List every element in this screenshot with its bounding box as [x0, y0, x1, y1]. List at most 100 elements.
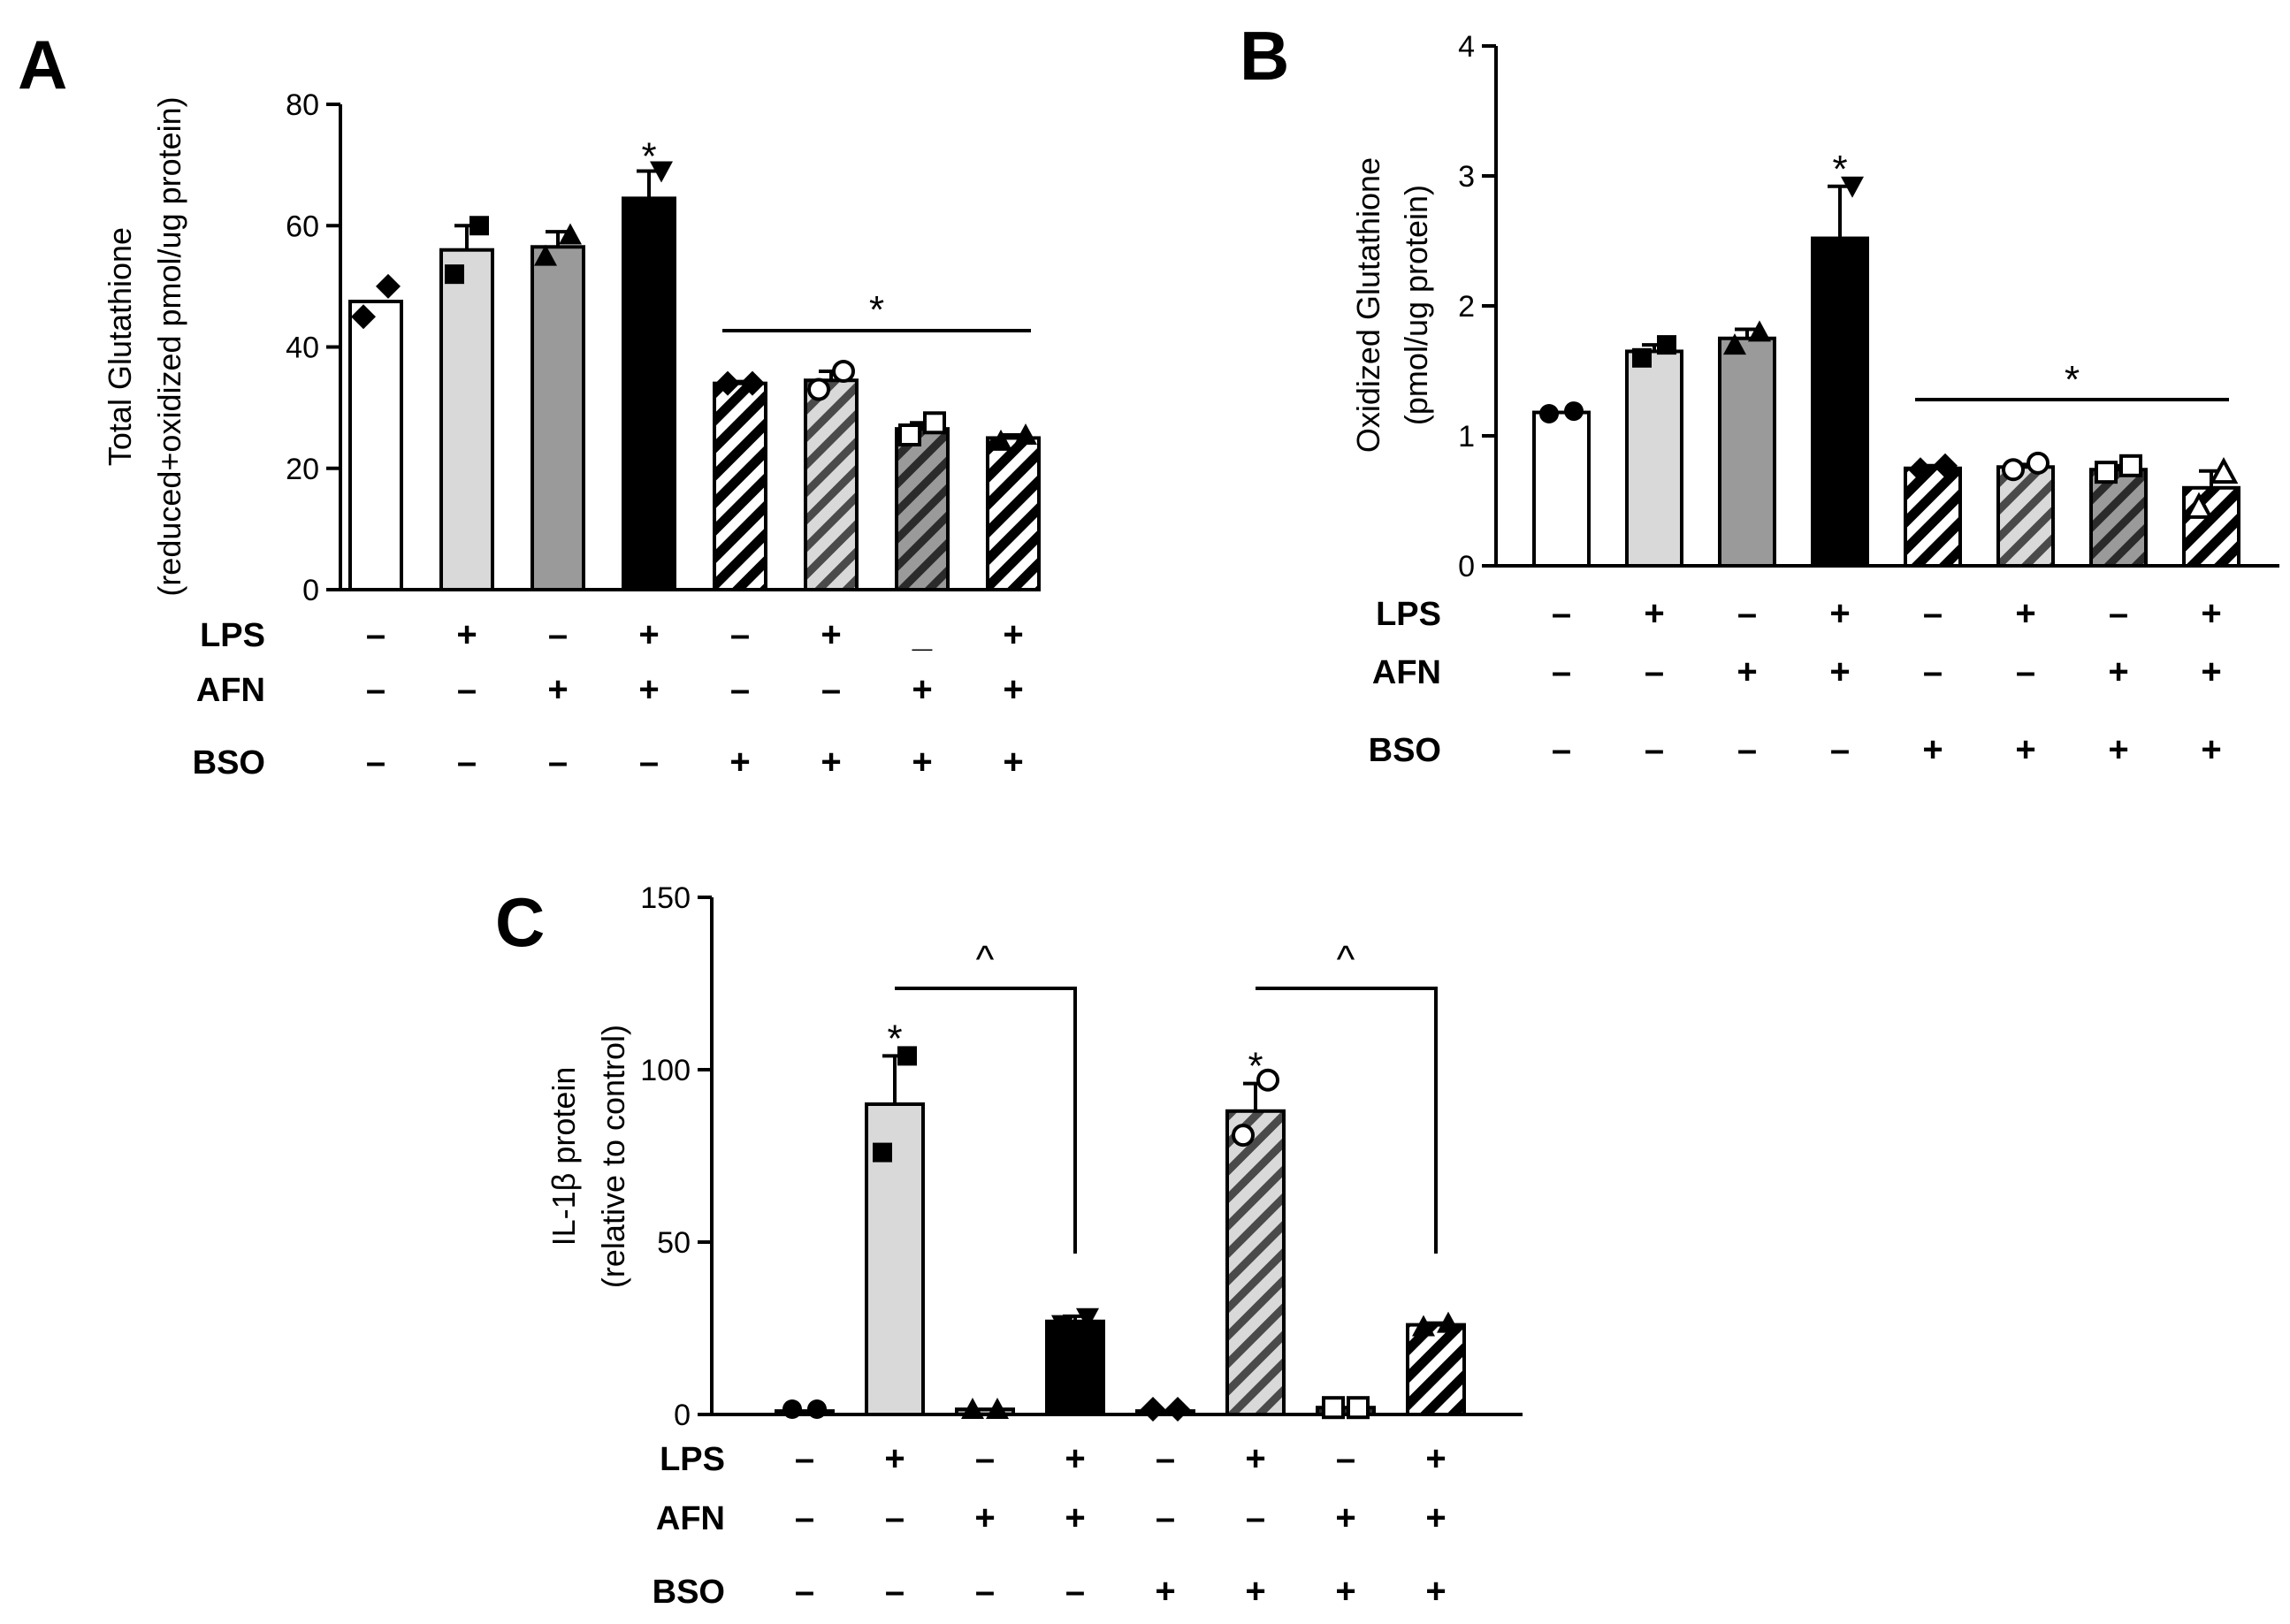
panel-a-bar	[713, 381, 767, 591]
panel-c-ytick-label: 0	[674, 1399, 691, 1432]
panel-c-treatment-sign: –	[1065, 1572, 1085, 1611]
panel-b-data-point	[1933, 453, 1958, 478]
panel-a-data-point	[740, 370, 765, 396]
panel-c-treatment-sign: +	[1335, 1498, 1355, 1537]
panel-b-data-point	[2095, 461, 2118, 484]
panel-a-ytick-label: 80	[286, 88, 319, 122]
panel-c-treatment-sign: +	[884, 1439, 905, 1478]
panel-c-treatment-sign: +	[1155, 1572, 1175, 1611]
panel-a-letter: A	[18, 26, 67, 103]
panel-a-bar	[804, 378, 859, 591]
panel-b-treatment-sign: –	[1552, 652, 1571, 691]
panel-c-data-point	[873, 1142, 892, 1163]
panel-a-data-point	[625, 216, 648, 238]
panel-c-treatment-sign: +	[1425, 1439, 1446, 1478]
panel-c-treatment-sign: +	[1065, 1439, 1085, 1478]
panel-b-ytick-label: 1	[1458, 420, 1475, 454]
panel-a-treatment-sign: –	[730, 615, 750, 654]
panel-c-bar	[955, 1407, 1015, 1417]
panel-b-bar	[1718, 336, 1776, 568]
panel-b-ytick-label: 3	[1458, 160, 1475, 194]
panel-a-treatment-sign: –	[366, 670, 385, 709]
panel-a-data-point	[650, 161, 673, 183]
panel-c-bracket-symbol: ^	[1337, 938, 1355, 981]
panel-c-treatment-sign: –	[795, 1498, 814, 1537]
panel-a-bar	[439, 248, 494, 591]
panel-b-treatment-sign: +	[1829, 594, 1850, 633]
panel-c-treatment-sign: +	[1245, 1439, 1265, 1478]
panel-c-treatment-afn-label: AFN	[656, 1500, 725, 1537]
panel-c-bracket-symbol: ^	[976, 938, 995, 981]
panel-a-data-point	[559, 223, 582, 245]
panel-b-treatment-sign: –	[1737, 730, 1757, 769]
panel-c-treatment-sign: +	[974, 1498, 995, 1537]
panel-c-ytick-label: 50	[657, 1226, 691, 1260]
panel-c-treatment-sign: –	[795, 1572, 814, 1611]
panel-b-treatment-sign: –	[1923, 594, 1943, 633]
panel-a-ytick-label: 0	[302, 574, 319, 607]
panel-a-ytick-label: 20	[286, 453, 319, 486]
panel-b-bar	[1532, 410, 1591, 568]
panel-a-treatment-sign: –	[730, 670, 750, 709]
panel-a-data-point	[469, 216, 489, 236]
panel-b-treatment-sign: –	[1552, 730, 1571, 769]
panel-b-treatment-lps-label: LPS	[1376, 596, 1441, 633]
panel-c-treatment-sign: –	[975, 1572, 995, 1611]
panel-b-treatment-sign: +	[1737, 652, 1757, 691]
panel-b-treatment-sign: –	[1737, 594, 1757, 633]
panel-c-ytick-label: 100	[640, 1054, 691, 1087]
panel-a-treatment-sign: +	[547, 670, 568, 709]
panel-a-data-point	[923, 411, 946, 435]
panel-b-treatment-sign: +	[2015, 594, 2035, 633]
panel-a-treatment-sign: –	[548, 615, 568, 654]
panel-b-data-point	[2209, 456, 2239, 484]
panel-b-data-point	[1657, 335, 1676, 355]
panel-a-treatment-sign: +	[638, 615, 659, 654]
panel-c-treatment-sign: –	[1156, 1498, 1175, 1537]
panel-a-data-point	[1014, 423, 1037, 446]
panel-a-treatment-afn-label: AFN	[196, 672, 265, 709]
panel-b-treatment-sign: +	[1644, 594, 1664, 633]
panel-b-ylabel-line2: (pmol/ug protein)	[1398, 185, 1434, 425]
panel-c-letter: C	[495, 883, 545, 961]
panel-a-treatment-sign: –	[457, 670, 477, 709]
panel-a-treatment-sign: –	[366, 743, 385, 782]
panel-b-treatment-sign: +	[2015, 730, 2035, 769]
panel-c-treatment-sign: –	[795, 1439, 814, 1478]
panel-b-data-point	[2002, 458, 2025, 482]
panel-b-treatment-sign: +	[2201, 730, 2221, 769]
panel-c-treatment-sign: –	[1336, 1439, 1355, 1478]
panel-a-treatment-sign: +	[912, 670, 932, 709]
panel-b-data-point	[1816, 283, 1839, 305]
panel-c-treatment-sign: –	[885, 1498, 905, 1537]
panel-a-chart: A Total Glutathione (reduced+oxidized pmol…	[18, 26, 1041, 782]
panel-b-treatment-sign: +	[2108, 652, 2128, 691]
panel-b-group-star: *	[2065, 358, 2080, 401]
panel-a-data-point	[898, 423, 921, 447]
panel-c-treatment-lps-label: LPS	[660, 1441, 725, 1478]
panel-c-bracket	[895, 987, 1077, 1254]
panel-a-data-point	[807, 377, 830, 401]
panel-c-bar	[1135, 1409, 1195, 1416]
panel-b-treatment-sign: +	[2201, 594, 2221, 633]
panel-b-data-point	[1748, 320, 1771, 342]
panel-a-data-point	[376, 273, 401, 299]
panel-a-ytick-label: 60	[286, 210, 319, 243]
panel-c-bracket	[1256, 987, 1438, 1254]
panel-c-ylabel-line2: (relative to control)	[595, 1025, 631, 1288]
panel-a-bar	[622, 196, 676, 591]
panel-c-data-point	[1232, 1124, 1255, 1147]
panel-b-treatment-sign: –	[1645, 730, 1664, 769]
panel-b-significance-star: *	[1832, 148, 1847, 191]
panel-b-data-point	[1723, 333, 1746, 355]
panel-a-bar	[895, 427, 950, 591]
panel-c-data-point	[897, 1046, 917, 1066]
panel-a-data-point	[832, 359, 855, 383]
panel-b-data-point	[1632, 347, 1652, 368]
panel-c-bar	[1406, 1323, 1466, 1416]
panel-a-treatment-sign: +	[1003, 743, 1023, 782]
panel-b-treatment-sign: –	[1552, 594, 1571, 633]
panel-b-treatment-sign: +	[1829, 652, 1850, 691]
panel-a-data-point	[989, 429, 1012, 451]
